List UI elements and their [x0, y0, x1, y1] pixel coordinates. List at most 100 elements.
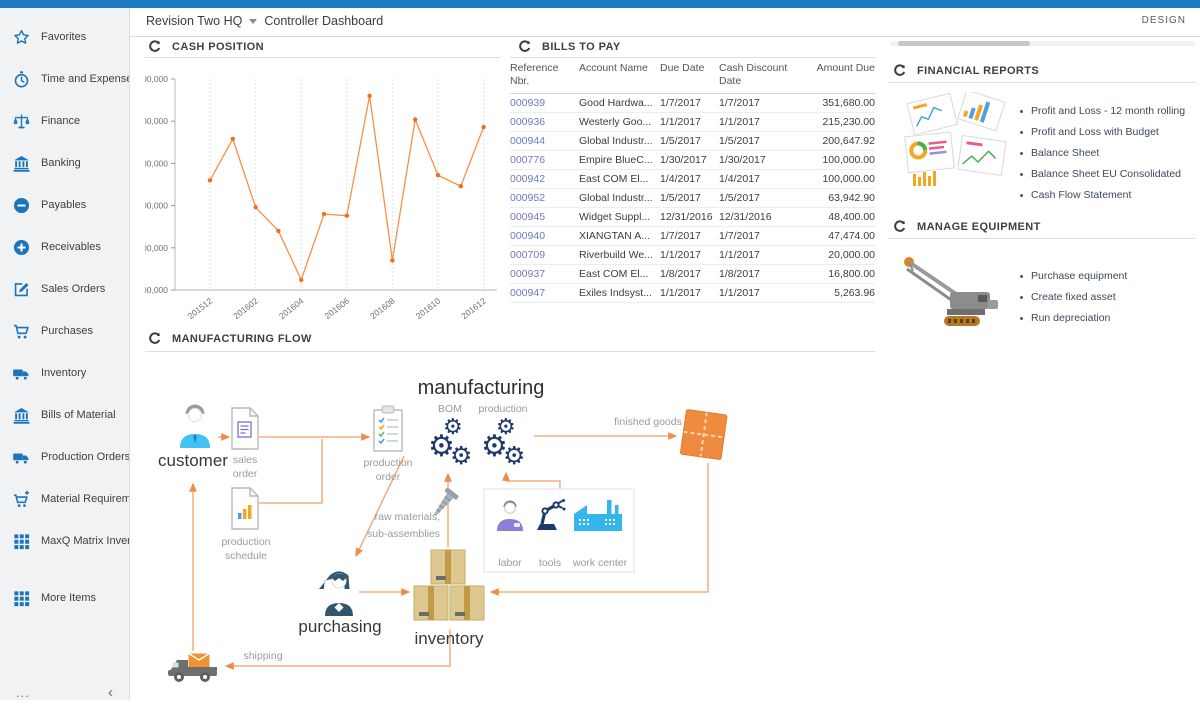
account-name-cell: Empire BlueC... [579, 154, 653, 167]
sidebar: Favorites Time and Expenses Finance Banking… [0, 8, 130, 701]
reference-link[interactable]: 000940 [510, 230, 546, 243]
financial-reports-image [904, 92, 1007, 186]
refresh-icon[interactable] [893, 64, 906, 77]
sidebar-item-finance[interactable]: Finance [0, 100, 129, 142]
sidebar-item-favorites[interactable]: Favorites [0, 16, 129, 58]
sidebar-item-label: Payables [41, 199, 87, 211]
reference-link[interactable]: 000937 [510, 268, 546, 281]
icon-truck [12, 448, 31, 467]
panel-title: FINANCIAL REPORTS [917, 64, 1040, 77]
financial-report-link[interactable]: Balance Sheet [1020, 147, 1195, 159]
screw-icon [433, 487, 459, 517]
company-selector[interactable]: Revision Two HQ [146, 14, 243, 28]
divider [888, 82, 1195, 83]
sidebar-item-bills-of-material[interactable]: Bills of Material [0, 394, 129, 436]
discount-date-cell: 1/1/2017 [719, 116, 760, 129]
customer-icon [180, 404, 210, 448]
page-header [130, 8, 1200, 37]
account-name-cell: Exiles Indsyst... [579, 287, 652, 300]
reference-link[interactable]: 000944 [510, 135, 546, 148]
finished-goods-box-icon [680, 409, 728, 460]
sidebar-item-maxq-matrix-inventory[interactable]: MaxQ Matrix Invent... [0, 520, 129, 562]
reference-link[interactable]: 000939 [510, 97, 546, 110]
svg-text:201612: 201612 [459, 296, 488, 322]
panel-title: MANUFACTURING FLOW [172, 332, 312, 345]
bom-gears-icon: ⚙ ⚙ ⚙ [428, 415, 472, 470]
refresh-icon[interactable] [148, 332, 161, 345]
production-order-icon [373, 405, 403, 452]
manage-equipment-link[interactable]: Purchase equipment [1020, 270, 1195, 282]
svg-text:schedule: schedule [225, 550, 267, 562]
financial-report-link[interactable]: Profit and Loss with Budget [1020, 126, 1195, 138]
sidebar-item-material-requirements[interactable]: Material Requirem... [0, 478, 129, 520]
sidebar-item-time-and-expenses[interactable]: Time and Expenses [0, 58, 129, 100]
sidebar-item-purchases[interactable]: Purchases [0, 310, 129, 352]
reference-link[interactable]: 000942 [510, 173, 546, 186]
amount-due-cell: 215,230.00 [822, 116, 875, 129]
discount-date-cell: 1/7/2017 [719, 230, 760, 243]
flow-arrows [189, 432, 709, 670]
due-date-cell: 1/7/2017 [660, 230, 701, 243]
financial-report-link[interactable]: Cash Flow Statement [1020, 189, 1195, 201]
svg-text:⚙: ⚙ [481, 429, 508, 464]
account-name-cell: Widget Suppl... [579, 211, 651, 224]
discount-date-cell: 1/5/2017 [719, 192, 760, 205]
svg-text:⚙: ⚙ [443, 415, 463, 440]
refresh-icon[interactable] [893, 220, 906, 233]
collapse-sidebar-icon[interactable]: ‹ [108, 683, 113, 701]
discount-date-cell: 1/5/2017 [719, 135, 760, 148]
manage-equipment-link[interactable]: Run depreciation [1020, 312, 1195, 324]
financial-reports-links: Profit and Loss - 12 month rolling Profit… [1020, 105, 1195, 210]
sidebar-item-label: Material Requirem... [41, 493, 129, 505]
tools-icon [537, 499, 566, 530]
shipping-label: shipping [243, 650, 282, 662]
due-date-cell: 1/1/2017 [660, 116, 701, 129]
due-date-cell: 1/1/2017 [660, 249, 701, 262]
svg-text:order: order [376, 471, 401, 483]
sidebar-item-receivables[interactable]: Receivables [0, 226, 129, 268]
refresh-icon[interactable] [148, 40, 161, 53]
reference-link[interactable]: 000945 [510, 211, 546, 224]
reference-link[interactable]: 000952 [510, 192, 546, 205]
due-date-cell: 1/5/2017 [660, 135, 701, 148]
refresh-icon[interactable] [518, 40, 531, 53]
divider [510, 57, 875, 58]
table-body: 000939 Good Hardwa... 1/7/2017 1/7/2017 … [510, 94, 875, 304]
sidebar-item-inventory[interactable]: Inventory [0, 352, 129, 394]
scrollbar-thumb[interactable] [898, 41, 1030, 46]
table-row: 000937 East COM El... 1/8/2017 1/8/2017 … [510, 265, 875, 285]
sidebar-item-label: Bills of Material [41, 409, 116, 421]
due-date-cell: 1/30/2017 [660, 154, 707, 167]
sidebar-footer: ... ‹ [0, 676, 129, 708]
sidebar-item-production-orders[interactable]: Production Orders [0, 436, 129, 478]
sidebar-item-banking[interactable]: Banking [0, 142, 129, 184]
design-button[interactable]: DESIGN [1141, 15, 1186, 26]
sidebar-item-sales-orders[interactable]: Sales Orders [0, 268, 129, 310]
financial-report-link[interactable]: Balance Sheet EU Consolidated [1020, 168, 1195, 180]
svg-text:201604: 201604 [277, 296, 306, 322]
sidebar-item-more-items[interactable]: More Items [0, 577, 129, 619]
scrollbar-track [890, 41, 1195, 46]
table-row: 000942 East COM El... 1/4/2017 1/4/2017 … [510, 170, 875, 190]
reference-link[interactable]: 000936 [510, 116, 546, 129]
sidebar-nav: Favorites Time and Expenses Finance Banking… [0, 8, 129, 619]
svg-text:64,000,000: 64,000,000 [145, 158, 168, 168]
amount-due-cell: 5,263.96 [834, 287, 875, 300]
chevron-down-icon[interactable] [249, 18, 258, 24]
table-row: 000944 Global Industr... 1/5/2017 1/5/20… [510, 132, 875, 152]
more-options-icon[interactable]: ... [16, 684, 30, 700]
manufacturing-flow-diagram: customer sales order production schedule… [158, 377, 728, 682]
panel-title: BILLS TO PAY [542, 40, 621, 53]
tools-label: tools [539, 557, 561, 569]
amount-due-cell: 351,680.00 [822, 97, 875, 110]
amount-due-cell: 48,400.00 [828, 211, 875, 224]
manage-equipment-link[interactable]: Create fixed asset [1020, 291, 1195, 303]
sidebar-item-payables[interactable]: Payables [0, 184, 129, 226]
financial-report-link[interactable]: Profit and Loss - 12 month rolling [1020, 105, 1195, 117]
svg-text:64,500,000: 64,500,000 [145, 116, 168, 126]
reference-link[interactable]: 000709 [510, 249, 546, 262]
production-gears-icon: ⚙ ⚙ ⚙ [481, 415, 525, 470]
panel-title: CASH POSITION [172, 40, 264, 53]
reference-link[interactable]: 000776 [510, 154, 546, 167]
reference-link[interactable]: 000947 [510, 287, 546, 300]
